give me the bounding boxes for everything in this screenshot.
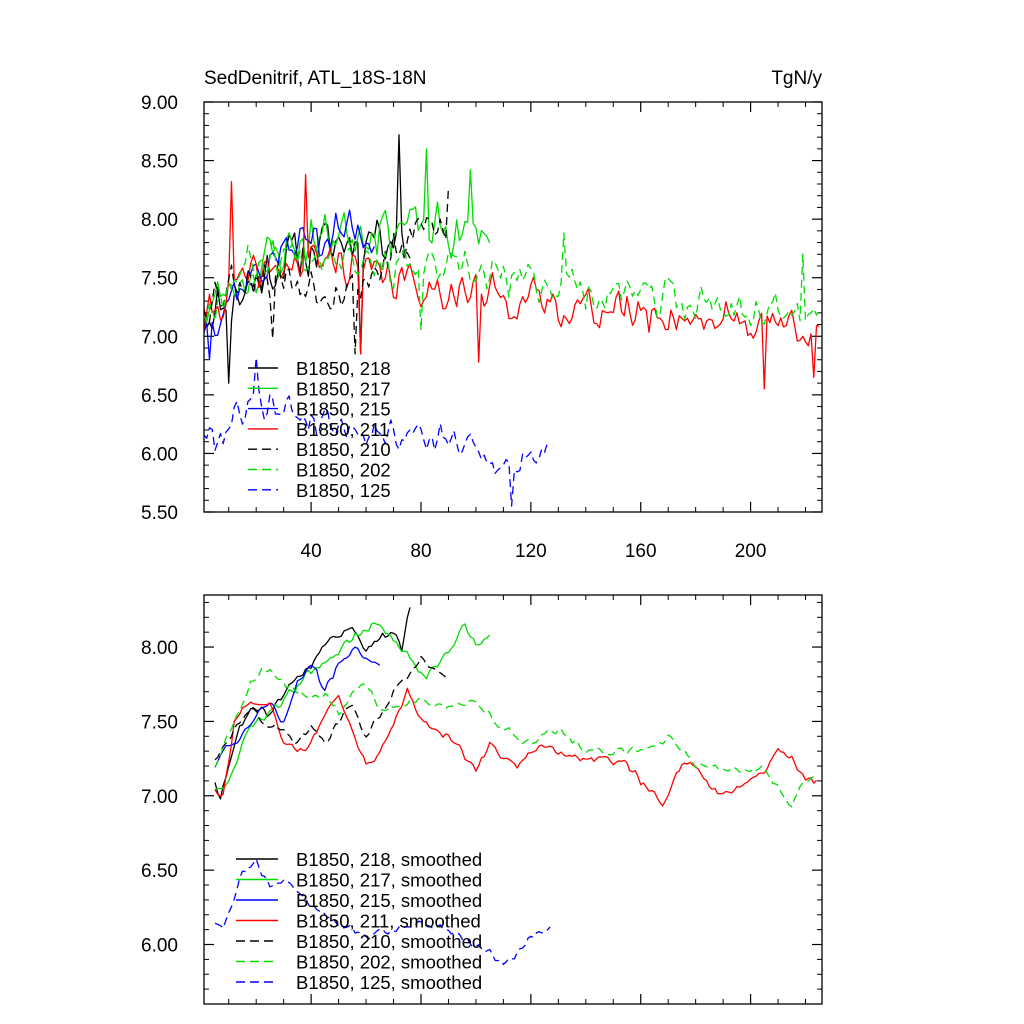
series-line (214, 687, 817, 807)
y-tick-label: 8.00 (141, 638, 178, 659)
legend-label: B1850, 217 (296, 378, 391, 399)
x-tick-label: 160 (625, 541, 657, 562)
series-line (204, 186, 450, 355)
y-tick-label: 7.00 (141, 787, 178, 808)
y-tick-label: 6.00 (141, 444, 178, 465)
series-line (214, 858, 551, 966)
series-line (204, 148, 491, 324)
y-tick-label: 8.50 (141, 152, 178, 173)
series-layer (214, 607, 817, 966)
y-tick-label: 9.00 (141, 93, 178, 114)
legend-label: B1850, 210 (296, 439, 391, 460)
y-tick-label: 7.50 (141, 712, 178, 733)
y-tick-label: 5.50 (141, 503, 178, 524)
x-tick-label: 80 (410, 541, 431, 562)
y-tick-label: 7.00 (141, 327, 178, 348)
legend-label: B1850, 202, smoothed (296, 952, 482, 973)
top-title-left: SedDenitrif, ATL_18S-18N (204, 68, 427, 89)
y-tick-label: 8.00 (141, 210, 178, 231)
x-tick-label: 120 (515, 541, 547, 562)
legend-label: B1850, 202 (296, 460, 391, 481)
series-line (214, 646, 381, 768)
series-line (214, 607, 411, 800)
top-title-units: TgN/y (771, 68, 822, 89)
x-tick-label: 40 (301, 541, 322, 562)
bottom-panel: 6.00 6.50 7.00 7.50 8.00 B1850, 218, smoothed… (141, 594, 823, 1005)
y-tick-label: 6.50 (141, 386, 178, 407)
legend-label: B1850, 218, smoothed (296, 849, 482, 870)
series-line (214, 622, 491, 791)
legend-label: B1850, 215, smoothed (296, 890, 482, 911)
legend-label: B1850, 215 (296, 399, 391, 420)
legend-label: B1850, 210, smoothed (296, 931, 482, 952)
series-line (204, 209, 375, 361)
series-line (214, 667, 817, 808)
y-tick-label: 6.00 (141, 936, 178, 957)
plot-frame (203, 101, 823, 513)
legend-label: B1850, 125, smoothed (296, 972, 482, 993)
legend-label: B1850, 211 (296, 419, 389, 440)
top-panel: SedDenitrif, ATL_18S-18N TgN/y 40 80 120 16… (141, 68, 823, 562)
y-tick-label: 6.50 (141, 861, 178, 882)
series-layer (204, 134, 820, 507)
legend-label: B1850, 218 (296, 358, 391, 379)
series-line (204, 232, 820, 332)
legend-label: B1850, 125 (296, 480, 391, 501)
series-line (214, 655, 449, 761)
x-tick-label: 200 (735, 541, 767, 562)
y-tick-label: 7.50 (141, 269, 178, 290)
legend-label: B1850, 217, smoothed (296, 870, 482, 891)
series-line (204, 134, 411, 384)
series-line (204, 173, 820, 390)
plot-frame (203, 594, 823, 1005)
legend-label: B1850, 211, smoothed (296, 911, 481, 932)
series-line (204, 356, 551, 507)
